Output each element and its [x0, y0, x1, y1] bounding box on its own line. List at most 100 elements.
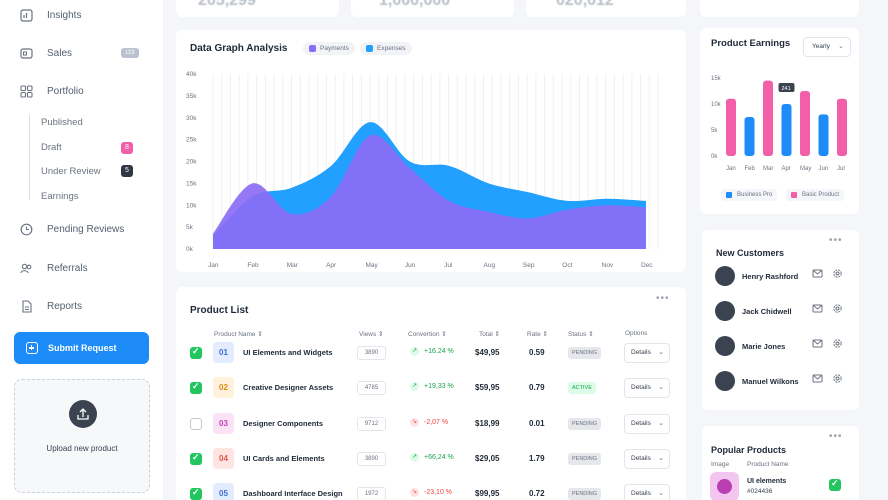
column-header-total[interactable]: Total ⇕ [479, 331, 500, 338]
sidebar-item-pending-reviews[interactable]: Pending Reviews [20, 223, 124, 236]
row-checkbox[interactable] [190, 346, 202, 359]
rate-value: 0.79 [529, 383, 545, 392]
y-tick-label: 25k [186, 137, 197, 144]
more-options-icon[interactable]: ••• [829, 235, 843, 246]
avatar[interactable] [715, 371, 735, 391]
legend-expenses[interactable]: Expenses [360, 42, 412, 55]
bar [818, 114, 829, 156]
mail-icon[interactable] [812, 268, 823, 279]
customer-name[interactable]: Manuel Wilkons [742, 377, 799, 386]
customer-name[interactable]: Jack Chidwell [742, 307, 792, 316]
product-list-title: Product List [190, 305, 249, 316]
sidebar-item-sales[interactable]: Sales 119 [20, 47, 145, 60]
gear-icon[interactable] [832, 338, 843, 349]
more-options-icon[interactable]: ••• [829, 431, 843, 442]
conversion-value: ↘ -23,10 % [410, 488, 452, 497]
column-header-status[interactable]: Status ⇕ [568, 331, 594, 338]
product-name[interactable]: Dashboard Interface Design [243, 489, 343, 498]
upload-label: Upload new product [46, 444, 118, 453]
legend-payments[interactable]: Payments [303, 42, 355, 55]
mail-icon[interactable] [812, 373, 823, 384]
mail-icon[interactable] [812, 338, 823, 349]
popular-item-checkbox[interactable] [829, 478, 841, 491]
legend-basic-product[interactable]: Basic Product [786, 189, 845, 201]
bar-tooltip [778, 83, 795, 92]
column-header-rate[interactable]: Rate ⇕ [527, 331, 548, 338]
bar-chart: 0k 5k 10k 15k Jan Feb Mar Apr May Jun Jul 241 [711, 76, 847, 172]
avatar[interactable] [715, 266, 735, 286]
product-name[interactable]: UI Cards and Elements [243, 454, 325, 463]
product-name[interactable]: UI Elements and Widgets [243, 348, 333, 357]
customer-name[interactable]: Henry Rashford [742, 272, 799, 281]
options-select[interactable]: Details ⌄ [624, 343, 670, 363]
new-customers-title: New Customers [716, 248, 785, 258]
trend-down-icon: ↘ [410, 488, 419, 497]
sidebar-item-insights[interactable]: Insights [20, 9, 81, 22]
chevron-down-icon: ⌄ [658, 349, 664, 356]
product-name[interactable]: Creative Designer Assets [243, 383, 334, 392]
column-header-product-name[interactable]: Product Name ⇕ [214, 331, 263, 338]
y-tick-label: 15k [711, 76, 722, 82]
conversion-value: ↘ -2,07 % [410, 418, 448, 427]
product-thumbnail-shape [717, 479, 732, 494]
x-tick-label: Apr [782, 166, 791, 172]
sidebar-subitem-under-review[interactable]: Under Review [41, 166, 101, 177]
sidebar-item-label: Portfolio [47, 86, 84, 97]
options-select[interactable]: Details ⌄ [624, 378, 670, 398]
upload-dropzone[interactable]: Upload new product [14, 379, 150, 493]
options-select-value: Details [631, 349, 651, 356]
sidebar-subitem-draft[interactable]: Draft [41, 142, 62, 153]
clock-icon [20, 223, 33, 236]
row-checkbox[interactable] [190, 381, 202, 394]
conversion-value: ↗ +19,33 % [410, 382, 454, 391]
column-header-label: Product Name [214, 331, 256, 338]
avatar[interactable] [715, 336, 735, 356]
options-select[interactable]: Details ⌄ [624, 449, 670, 469]
x-tick-label: Jun [405, 262, 416, 269]
mail-icon[interactable] [812, 303, 823, 314]
trend-up-icon: ↗ [410, 347, 419, 356]
product-name[interactable]: Designer Components [243, 419, 324, 428]
trend-up-icon: ↗ [410, 382, 419, 391]
period-select[interactable]: Yearly ⌄ [803, 37, 851, 57]
submit-request-button[interactable]: Submit Request [14, 332, 149, 364]
sidebar-subitem-earnings[interactable]: Earnings [41, 191, 79, 202]
row-checkbox[interactable] [190, 452, 202, 465]
row-checkbox[interactable] [190, 487, 202, 500]
column-header-views[interactable]: Views ⇕ [359, 331, 384, 338]
product-earnings-title: Product Earnings [711, 38, 791, 49]
customer-name[interactable]: Marie Jones [742, 342, 786, 351]
sidebar-item-referrals[interactable]: Referrals [20, 262, 88, 275]
x-tick-label: Jul [444, 262, 453, 269]
product-id-badge: 01 [213, 342, 234, 363]
views-value: 3890 [357, 346, 386, 360]
column-header-label: Convertion [408, 331, 440, 338]
views-value: 9712 [357, 417, 386, 431]
rate-value: 0.59 [529, 348, 545, 357]
gear-icon[interactable] [832, 268, 843, 279]
sidebar-item-portfolio[interactable]: Portfolio [20, 85, 84, 98]
gear-icon[interactable] [832, 303, 843, 314]
x-tick-label: May [365, 262, 378, 269]
sidebar-subitem-published[interactable]: Published [41, 117, 83, 128]
status-badge: PENDING [568, 418, 602, 430]
column-header-conversion[interactable]: Convertion ⇕ [408, 331, 447, 338]
product-id-badge: 03 [213, 413, 234, 434]
chevron-down-icon: ⌄ [658, 455, 664, 462]
x-tick-label: Jan [726, 166, 736, 172]
more-options-icon[interactable]: ••• [656, 293, 670, 304]
legend-label: Expenses [377, 45, 406, 52]
views-value: 1972 [357, 487, 386, 500]
table-row: 04 UI Cards and Elements 3890 ↗ +66,24 % $29,… [177, 442, 687, 476]
sidebar-item-label: Insights [47, 10, 82, 21]
sidebar-item-reports[interactable]: Reports [20, 300, 82, 313]
y-tick-label: 30k [186, 115, 197, 122]
avatar[interactable] [715, 301, 735, 321]
options-select[interactable]: Details ⌄ [624, 414, 670, 434]
wallet-icon [20, 48, 33, 59]
options-select[interactable]: Details ⌄ [624, 484, 670, 500]
options-select-value: Details [631, 384, 651, 391]
legend-business-pro[interactable]: Business Pro [721, 189, 778, 201]
row-checkbox[interactable] [190, 418, 202, 430]
gear-icon[interactable] [832, 373, 843, 384]
